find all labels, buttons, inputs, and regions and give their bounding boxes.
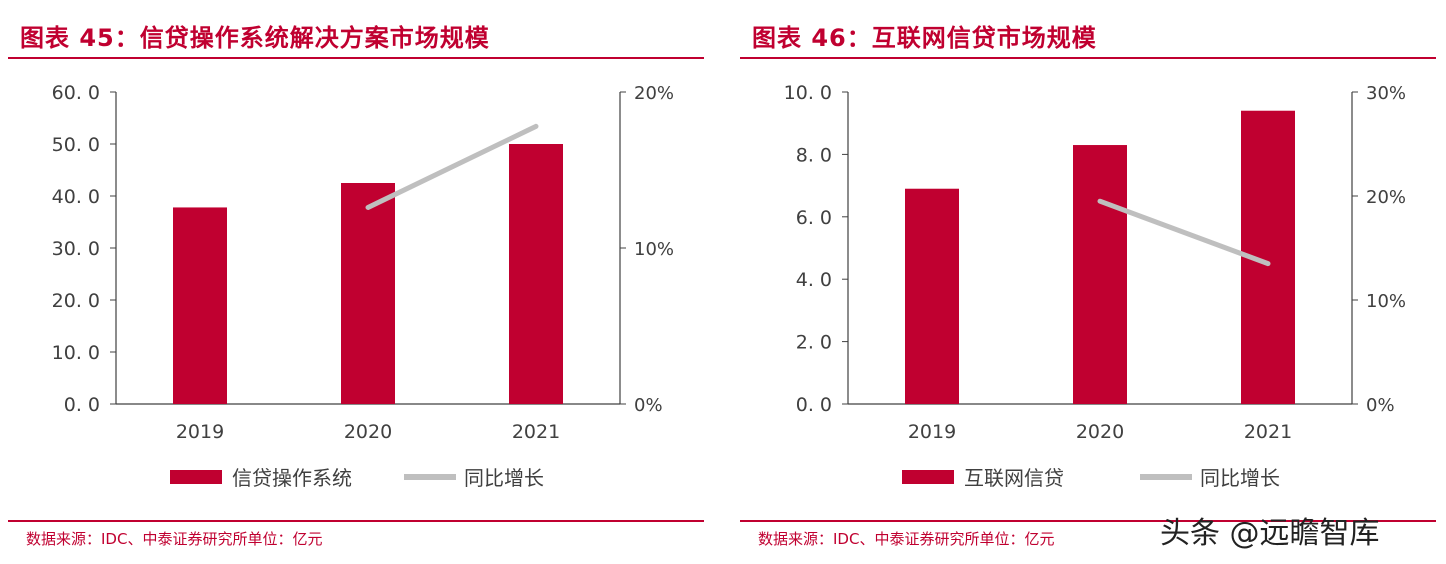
bar [905, 188, 959, 404]
y-axis-tick-label: 10. 0 [52, 342, 100, 364]
y-axis-tick-label: 0. 0 [796, 394, 832, 416]
y-axis-tick-label: 30. 0 [52, 238, 100, 260]
legend-bar-swatch [170, 470, 222, 484]
bar [1073, 145, 1127, 404]
x-axis-tick-label: 2021 [1244, 421, 1292, 443]
y-axis-tick-label: 0. 0 [64, 394, 100, 416]
y-axis-tick-label: 20. 0 [52, 290, 100, 312]
figure-46-panel: 图表 46：互联网信贷市场规模 10. 0 8. 0 6. 0 4. 0 2. 0 0. … [740, 0, 1436, 564]
y-axis-tick-label: 8. 0 [796, 144, 832, 166]
y-axis-tick-label: 60. 0 [52, 82, 100, 104]
bar [341, 183, 395, 404]
y-axis-tick-label: 4. 0 [796, 269, 832, 291]
y-axis-tick-label: 10. 0 [784, 82, 832, 104]
figure-45-chart: 60. 0 50. 0 40. 0 30. 0 20. 0 10. 0 0. 0 20% 10%… [52, 82, 674, 490]
x-axis-tick-label: 2020 [1076, 421, 1124, 443]
growth-line [365, 123, 539, 210]
figure-46-bottom-rule [740, 520, 1436, 522]
figure-45-source: 数据来源：IDC、中泰证券研究所单位：亿元 [26, 530, 323, 548]
figure-46-chart: 10. 0 8. 0 6. 0 4. 0 2. 0 0. 0 30% 20% 10% 0% 2019… [784, 82, 1406, 490]
growth-line [1097, 198, 1271, 267]
y-axis-tick-label: 50. 0 [52, 134, 100, 156]
y-axis-tick-label: 40. 0 [52, 186, 100, 208]
legend-bar-label: 信贷操作系统 [232, 466, 352, 490]
x-axis-tick-label: 2020 [344, 421, 392, 443]
y2-axis-tick-label: 10% [634, 239, 674, 260]
legend-line-label: 同比增长 [1200, 466, 1280, 490]
y-axis-tick-label: 6. 0 [796, 207, 832, 229]
x-axis-tick-label: 2021 [512, 421, 560, 443]
legend-bar-label: 互联网信贷 [964, 466, 1064, 490]
figure-45-title: 图表 45：信贷操作系统解决方案市场规模 [20, 24, 490, 52]
legend-line-label: 同比增长 [464, 466, 544, 490]
figure-46-source: 数据来源：IDC、中泰证券研究所单位：亿元 [758, 530, 1055, 548]
figure-45-panel: 图表 45：信贷操作系统解决方案市场规模 60. 0 50. 0 40. 0 30. … [8, 0, 704, 564]
bar [509, 144, 563, 404]
figure-45-bottom-rule [8, 520, 704, 522]
figure-46-title: 图表 46：互联网信贷市场规模 [752, 24, 1097, 52]
figure-45-top-rule [8, 57, 704, 59]
y-axis-tick-label: 2. 0 [796, 332, 832, 354]
y2-axis-tick-label: 10% [1366, 291, 1406, 312]
bar [173, 207, 227, 404]
x-axis-tick-label: 2019 [176, 421, 224, 443]
x-axis-tick-label: 2019 [908, 421, 956, 443]
legend-bar-swatch [902, 470, 954, 484]
y2-axis-tick-label: 0% [1366, 395, 1395, 416]
y2-axis-tick-label: 20% [634, 83, 674, 104]
y2-axis-tick-label: 30% [1366, 83, 1406, 104]
figure-46-top-rule [740, 57, 1436, 59]
watermark-text: 头条 @远瞻智库 [1160, 516, 1380, 551]
y2-axis-tick-label: 0% [634, 395, 663, 416]
y2-axis-tick-label: 20% [1366, 187, 1406, 208]
